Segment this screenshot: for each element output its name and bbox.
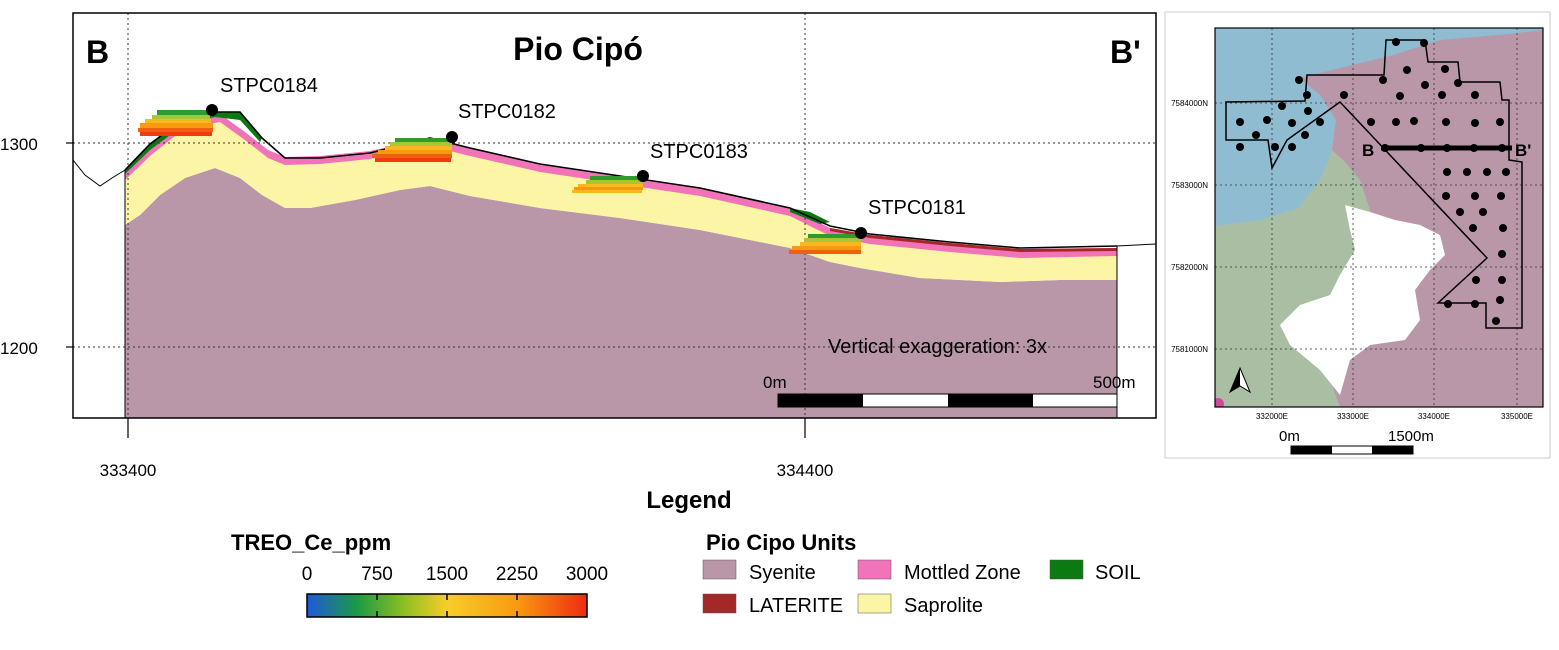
drillhole-label: STPC0183 <box>650 141 748 163</box>
easting-tick: 333400 <box>100 461 157 480</box>
inset-section-start: B <box>1362 141 1374 160</box>
section-grid <box>73 13 1156 418</box>
colorbar-tick: 2250 <box>496 564 538 585</box>
colorbar-title: TREO_Ce_ppm <box>231 530 391 555</box>
colorbar-tick: 0 <box>302 564 313 585</box>
inset-easting: 333000E <box>1337 412 1369 421</box>
syenite-unit <box>125 168 1117 418</box>
inset-scalebar: 0m 1500m <box>1279 428 1434 455</box>
cross-section: STPC0184 STPC0182 STPC0183 STPC0181 Pio … <box>0 12 1157 480</box>
svg-text:0m: 0m <box>1279 428 1300 445</box>
inset-tenement-outline <box>1225 39 1523 329</box>
legend-swatch-syenite <box>702 559 737 580</box>
inset-easting: 335000E <box>1501 412 1533 421</box>
legend-label-saprolite: Saprolite <box>904 595 983 617</box>
assay-bar-STPC0183 <box>572 176 643 193</box>
vertical-exaggeration: Vertical exaggeration: 3x <box>828 336 1047 358</box>
laterite-unit <box>830 228 1117 252</box>
drillhole-label: STPC0181 <box>868 197 966 219</box>
svg-text:0m: 0m <box>763 373 787 392</box>
assay-bar-STPC0184 <box>138 110 213 136</box>
easting-tick: 334400 <box>777 461 834 480</box>
assay-bar-STPC0181 <box>789 234 861 254</box>
colorbar-tick: 3000 <box>566 564 608 585</box>
drillhole-label: STPC0184 <box>220 75 318 97</box>
legend-swatch-soil <box>1049 559 1084 580</box>
terrain-outline <box>73 159 1156 247</box>
inset-map: B B' 7584000N 7583000N 7582000N 7581000N… <box>1164 11 1551 459</box>
north-arrow-icon <box>1228 366 1252 394</box>
section-start-label: B <box>86 34 109 70</box>
elevation-tick: 1300 <box>0 135 38 154</box>
inset-northing: 7582000N <box>1171 263 1208 272</box>
legend: Legend TREO_Ce_ppm 0 750 1500 2250 3000 … <box>231 487 1141 618</box>
inset-frame <box>1214 27 1544 408</box>
collar-STPC0183 <box>637 170 649 182</box>
legend-swatch-mottled <box>857 559 892 580</box>
inset-drill-collars <box>1236 38 1510 325</box>
section-title: Pio Cipó <box>513 31 643 67</box>
inset-green-area <box>1215 150 1380 407</box>
legend-label-syenite: Syenite <box>749 562 816 584</box>
svg-text:1500m: 1500m <box>1388 428 1434 445</box>
inset-white-area <box>1280 205 1445 395</box>
drillhole-label: STPC0182 <box>458 101 556 123</box>
inset-northing: 7584000N <box>1171 99 1208 108</box>
legend-label-soil: SOIL <box>1095 562 1141 584</box>
inset-section-end: B' <box>1515 141 1531 160</box>
legend-title: Legend <box>646 487 731 514</box>
inset-easting: 332000E <box>1256 412 1288 421</box>
assay-bar-STPC0182 <box>372 138 452 162</box>
colorbar-tick: 750 <box>361 564 393 585</box>
collar-STPC0184 <box>206 104 218 116</box>
units-title: Pio Cipo Units <box>706 530 856 555</box>
legend-swatch-laterite <box>702 593 737 614</box>
assay-bars <box>138 110 861 254</box>
svg-text:500m: 500m <box>1093 373 1136 392</box>
collar-STPC0182 <box>446 131 458 143</box>
section-end-label: B' <box>1110 34 1141 70</box>
section-frame <box>72 12 1157 419</box>
legend-swatch-saprolite <box>857 593 892 614</box>
collar-STPC0181 <box>855 227 867 239</box>
inset-easting: 334000E <box>1418 412 1450 421</box>
colorbar-tick: 1500 <box>426 564 468 585</box>
legend-label-mottled: Mottled Zone <box>904 562 1021 584</box>
inset-northing: 7583000N <box>1171 181 1208 190</box>
section-scalebar: 0m 500m <box>763 373 1136 408</box>
inset-northing: 7581000N <box>1171 345 1208 354</box>
elevation-tick: 1200 <box>0 339 38 358</box>
legend-label-laterite: LATERITE <box>749 595 843 617</box>
